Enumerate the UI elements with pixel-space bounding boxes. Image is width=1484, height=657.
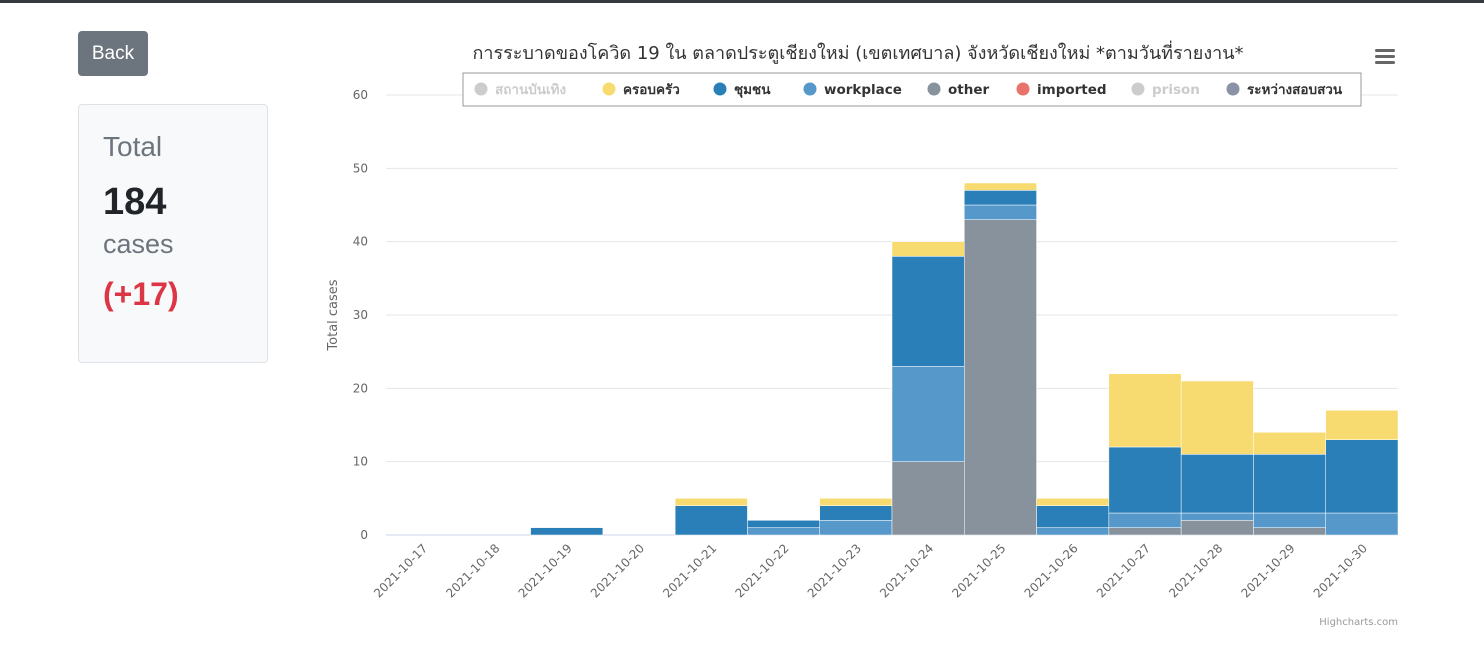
total-unit: cases: [103, 229, 174, 259]
x-tick-label: 2021-10-22: [732, 541, 791, 600]
x-tick-label: 2021-10-19: [516, 541, 575, 600]
legend-marker: [602, 82, 616, 96]
bar-segment[interactable]: [1253, 432, 1326, 455]
legend-marker: [1016, 82, 1030, 96]
x-tick-label: 2021-10-21: [660, 541, 719, 600]
bar-segment[interactable]: [1108, 373, 1182, 448]
bar-segment[interactable]: [1036, 498, 1110, 506]
x-tick-label: 2021-10-25: [949, 541, 1008, 600]
bar-segment[interactable]: [891, 366, 965, 462]
legend-label: ชุมชน: [734, 82, 771, 98]
bar-segment[interactable]: [1036, 527, 1110, 536]
bar-segment[interactable]: [1108, 527, 1182, 536]
bar-segment[interactable]: [819, 505, 893, 521]
bar-segment[interactable]: [1253, 454, 1326, 514]
legend-item[interactable]: ชุมชน: [713, 82, 772, 98]
x-tick-label: 2021-10-23: [805, 541, 864, 600]
bar-segment[interactable]: [747, 527, 820, 536]
bar-segment[interactable]: [674, 505, 748, 536]
bar-segment[interactable]: [964, 182, 1037, 191]
legend-marker: [1131, 82, 1145, 96]
legend-item[interactable]: ครอบครัว: [602, 82, 680, 98]
legend-label: other: [948, 82, 989, 98]
top-border: [0, 0, 1484, 3]
legend-label: workplace: [824, 82, 902, 98]
legend-label: ครอบครัว: [623, 82, 680, 98]
y-tick-label: 0: [360, 528, 368, 542]
y-tick-label: 50: [353, 161, 368, 175]
legend-item[interactable]: imported: [1016, 82, 1107, 98]
bar-segment[interactable]: [1180, 454, 1254, 514]
legend-label: imported: [1037, 82, 1107, 98]
bar-segment[interactable]: [964, 190, 1037, 206]
bar-segment[interactable]: [964, 204, 1037, 220]
bar-segment[interactable]: [1108, 446, 1182, 514]
y-axis-label: Total cases: [326, 279, 341, 351]
legend-label: ระหว่างสอบสวน: [1247, 82, 1343, 98]
bar-segment[interactable]: [891, 461, 965, 536]
legend-item[interactable]: other: [927, 82, 990, 98]
bar-segment[interactable]: [747, 520, 820, 528]
hamburger-menu-icon[interactable]: [1366, 42, 1400, 72]
y-tick-label: 30: [353, 308, 368, 322]
total-delta: (+17): [103, 276, 179, 312]
bar-segment[interactable]: [891, 241, 965, 257]
x-tick-label: 2021-10-24: [877, 541, 936, 600]
legend-marker: [474, 82, 488, 96]
x-tick-label: 2021-10-20: [588, 541, 647, 600]
bar-segment[interactable]: [530, 527, 604, 536]
chart-title: การระบาดของโควิด 19 ใน ตลาดประตูเชียงใหม…: [472, 40, 1243, 64]
legend-marker: [713, 82, 727, 96]
legend: สถานบันเทิง ครอบครัว ชุมชน workplace other im…: [462, 72, 1362, 107]
legend-marker: [927, 82, 941, 96]
bar-segment[interactable]: [891, 256, 965, 367]
legend-label: prison: [1152, 82, 1200, 98]
legend-label: สถานบันเทิง: [495, 82, 566, 98]
x-tick-label: 2021-10-30: [1311, 541, 1370, 600]
y-tick-label: 20: [353, 381, 368, 395]
legend-item[interactable]: workplace: [803, 82, 902, 98]
x-tick-label: 2021-10-27: [1094, 541, 1153, 600]
legend-item[interactable]: ระหว่างสอบสวน: [1226, 82, 1343, 98]
bar-segment[interactable]: [1108, 512, 1182, 528]
y-tick-label: 10: [353, 455, 368, 469]
total-value: 184: [103, 181, 167, 223]
y-tick-label: 40: [353, 235, 368, 249]
x-tick-label: 2021-10-17: [371, 541, 430, 600]
bar-segment[interactable]: [1253, 527, 1326, 536]
total-cases-card: Total 184 cases (+17): [78, 104, 268, 363]
highcharts-credits[interactable]: Highcharts.com: [1319, 617, 1398, 628]
x-tick-label: 2021-10-28: [1166, 541, 1225, 600]
bar-segment[interactable]: [1325, 512, 1399, 536]
x-tick-label: 2021-10-26: [1022, 541, 1081, 600]
bar-segment[interactable]: [1325, 410, 1399, 440]
total-title: Total: [103, 131, 163, 162]
bar-segment[interactable]: [1180, 512, 1254, 521]
x-tick-label: 2021-10-29: [1238, 541, 1297, 600]
y-tick-label: 60: [353, 88, 368, 102]
bar-segment[interactable]: [819, 498, 893, 506]
bar-segment[interactable]: [1253, 512, 1326, 528]
legend-item[interactable]: prison: [1131, 82, 1200, 98]
bar-segment[interactable]: [964, 219, 1037, 536]
bar-segment[interactable]: [674, 498, 748, 506]
bar-segment[interactable]: [1325, 439, 1399, 514]
legend-marker: [1226, 82, 1240, 96]
bar-segment[interactable]: [1036, 505, 1110, 528]
legend-item[interactable]: สถานบันเทิง: [474, 82, 567, 98]
bar-segment[interactable]: [1180, 380, 1254, 455]
back-button[interactable]: Back: [78, 31, 148, 76]
legend-marker: [803, 82, 817, 96]
bar-segment[interactable]: [819, 520, 893, 536]
x-tick-label: 2021-10-18: [443, 541, 502, 600]
bar-segment[interactable]: [1180, 520, 1254, 536]
